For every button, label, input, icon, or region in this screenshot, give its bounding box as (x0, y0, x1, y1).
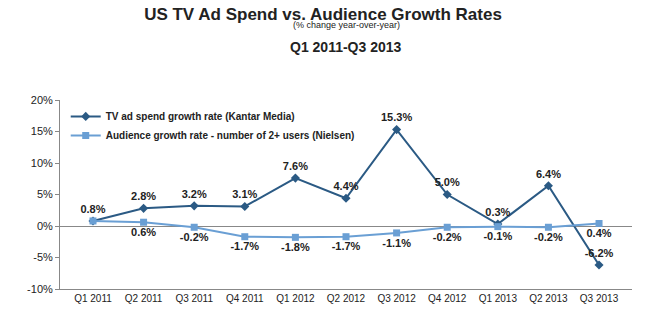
svg-text:5.0%: 5.0% (435, 176, 460, 188)
svg-text:-1.7%: -1.7% (230, 240, 259, 252)
svg-text:(% change year-over-year): (% change year-over-year) (293, 20, 400, 30)
svg-text:TV ad spend growth rate (Kanta: TV ad spend growth rate (Kantar Media) (106, 111, 295, 122)
svg-text:Q1 2012: Q1 2012 (276, 293, 315, 304)
svg-text:-10%: -10% (27, 283, 53, 295)
svg-text:Audience growth rate - number: Audience growth rate - number of 2+ user… (106, 130, 355, 141)
svg-text:-1.7%: -1.7% (332, 240, 361, 252)
svg-text:0.3%: 0.3% (485, 206, 510, 218)
svg-text:-0.1%: -0.1% (483, 230, 512, 242)
svg-text:0%: 0% (37, 220, 53, 232)
svg-text:-1.8%: -1.8% (281, 241, 310, 253)
svg-text:Q3 2012: Q3 2012 (377, 293, 416, 304)
svg-text:7.6%: 7.6% (283, 160, 308, 172)
svg-text:Q4 2011: Q4 2011 (226, 293, 264, 304)
svg-text:Q2 2013: Q2 2013 (529, 293, 568, 304)
svg-text:15%: 15% (31, 125, 53, 137)
svg-text:Q1 2011: Q1 2011 (74, 293, 112, 304)
svg-text:5%: 5% (37, 188, 53, 200)
svg-text:0.8%: 0.8% (80, 203, 105, 215)
svg-text:15.3%: 15.3% (381, 111, 412, 123)
svg-text:3.2%: 3.2% (182, 188, 207, 200)
svg-text:Q2 2012: Q2 2012 (327, 293, 366, 304)
svg-text:-0.2%: -0.2% (534, 231, 563, 243)
svg-text:Q1 2013: Q1 2013 (479, 293, 518, 304)
svg-text:-5%: -5% (33, 251, 53, 263)
svg-text:-1.1%: -1.1% (382, 237, 411, 249)
svg-text:Q3 2011: Q3 2011 (175, 293, 213, 304)
svg-text:10%: 10% (31, 157, 53, 169)
svg-text:3.1%: 3.1% (232, 188, 257, 200)
svg-text:20%: 20% (31, 94, 53, 106)
svg-text:Q2 2011: Q2 2011 (125, 293, 163, 304)
svg-text:Q1 2011-Q3 2013: Q1 2011-Q3 2013 (290, 39, 402, 55)
svg-text:2.8%: 2.8% (131, 190, 156, 202)
svg-text:-0.2%: -0.2% (180, 231, 209, 243)
svg-text:Q3 2013: Q3 2013 (580, 293, 619, 304)
svg-text:-0.2%: -0.2% (433, 231, 462, 243)
svg-text:Q4 2012: Q4 2012 (428, 293, 467, 304)
svg-text:US TV Ad Spend vs. Audience Gr: US TV Ad Spend vs. Audience Growth Rates (144, 5, 502, 24)
svg-text:0.6%: 0.6% (131, 226, 156, 238)
svg-text:6.4%: 6.4% (536, 168, 561, 180)
svg-text:4.4%: 4.4% (333, 180, 358, 192)
svg-text:-6.2%: -6.2% (585, 247, 614, 259)
svg-text:0.4%: 0.4% (586, 227, 611, 239)
